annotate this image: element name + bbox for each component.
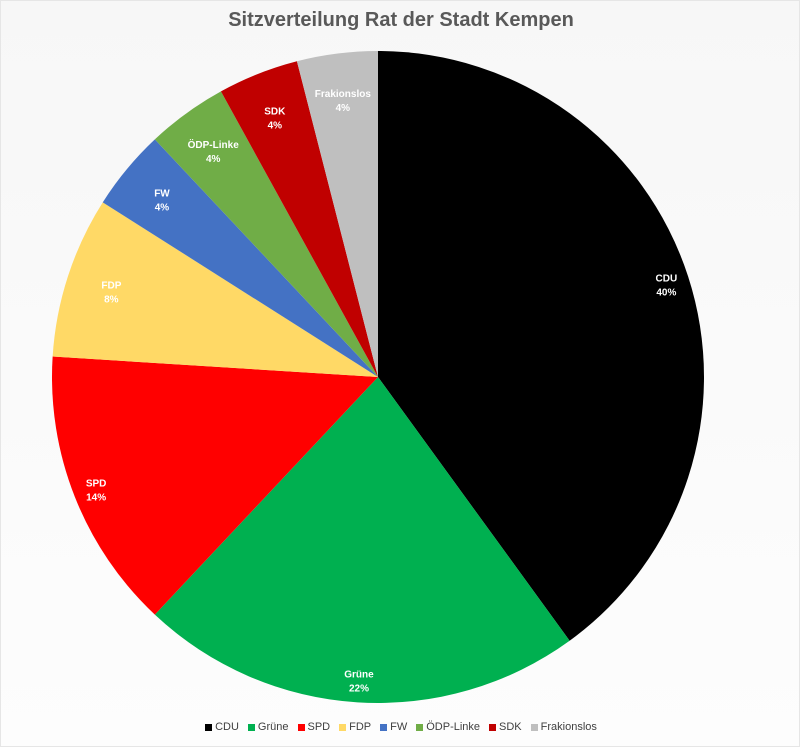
pie-slice-gruene xyxy=(154,377,570,703)
legend-swatch xyxy=(416,723,424,731)
pie-slice-sdk xyxy=(220,61,378,378)
legend-item-gruene: Grüne xyxy=(247,721,289,733)
legend: CDU Grüne SPD FDP FW ÖDP-Linke SDK Frakionslos xyxy=(1,721,800,733)
legend-label: SDK xyxy=(499,721,522,733)
slice-label-cdu: CDU 40% xyxy=(656,273,678,298)
legend-label: Frakionslos xyxy=(540,721,597,733)
legend-swatch xyxy=(380,723,388,731)
legend-item-spd: SPD xyxy=(297,721,331,733)
legend-item-frakionslos: Frakionslos xyxy=(530,721,597,733)
legend-label: CDU xyxy=(215,721,239,733)
legend-item-fdp: FDP xyxy=(339,721,371,733)
legend-swatch xyxy=(530,723,538,731)
legend-label: Grüne xyxy=(257,721,289,733)
legend-swatch xyxy=(247,723,255,731)
legend-label: FDP xyxy=(349,721,372,733)
pie-slice-fw xyxy=(102,139,379,377)
legend-swatch xyxy=(489,723,497,731)
legend-item-fw: FW xyxy=(380,721,407,733)
legend-label: ÖDP-Linke xyxy=(426,721,481,733)
slice-label-gruene: Grüne 22% xyxy=(344,670,374,695)
slice-label-fdp: FDP 8% xyxy=(101,280,121,305)
legend-swatch xyxy=(297,723,305,731)
pie-slice-cdu xyxy=(378,51,705,641)
chart-title: Sitzverteilung Rat der Stadt Kempen xyxy=(228,9,574,31)
pie-slice-fdp xyxy=(52,202,379,377)
legend-label: FW xyxy=(390,721,408,733)
legend-swatch xyxy=(339,723,347,731)
pie-slice-spd xyxy=(51,356,378,615)
pie-slice-frakionslos xyxy=(296,51,378,377)
legend-item-oedp-linke: ÖDP-Linke xyxy=(416,721,480,733)
slice-label-spd: SPD 14% xyxy=(86,479,107,504)
slice-label-fw: FW 4% xyxy=(154,188,170,213)
pie-slice-oedp-linke xyxy=(154,91,378,377)
legend-item-sdk: SDK xyxy=(489,721,522,733)
legend-label: SPD xyxy=(307,721,331,733)
legend-item-cdu: CDU xyxy=(205,721,239,733)
legend-swatch xyxy=(205,723,213,731)
slice-label-oedp-linke: ÖDP-Linke 4% xyxy=(188,138,240,165)
slice-label-sdk: SDK 4% xyxy=(264,106,286,131)
slice-label-frakionslos: Frakionslos 4% xyxy=(315,89,372,114)
